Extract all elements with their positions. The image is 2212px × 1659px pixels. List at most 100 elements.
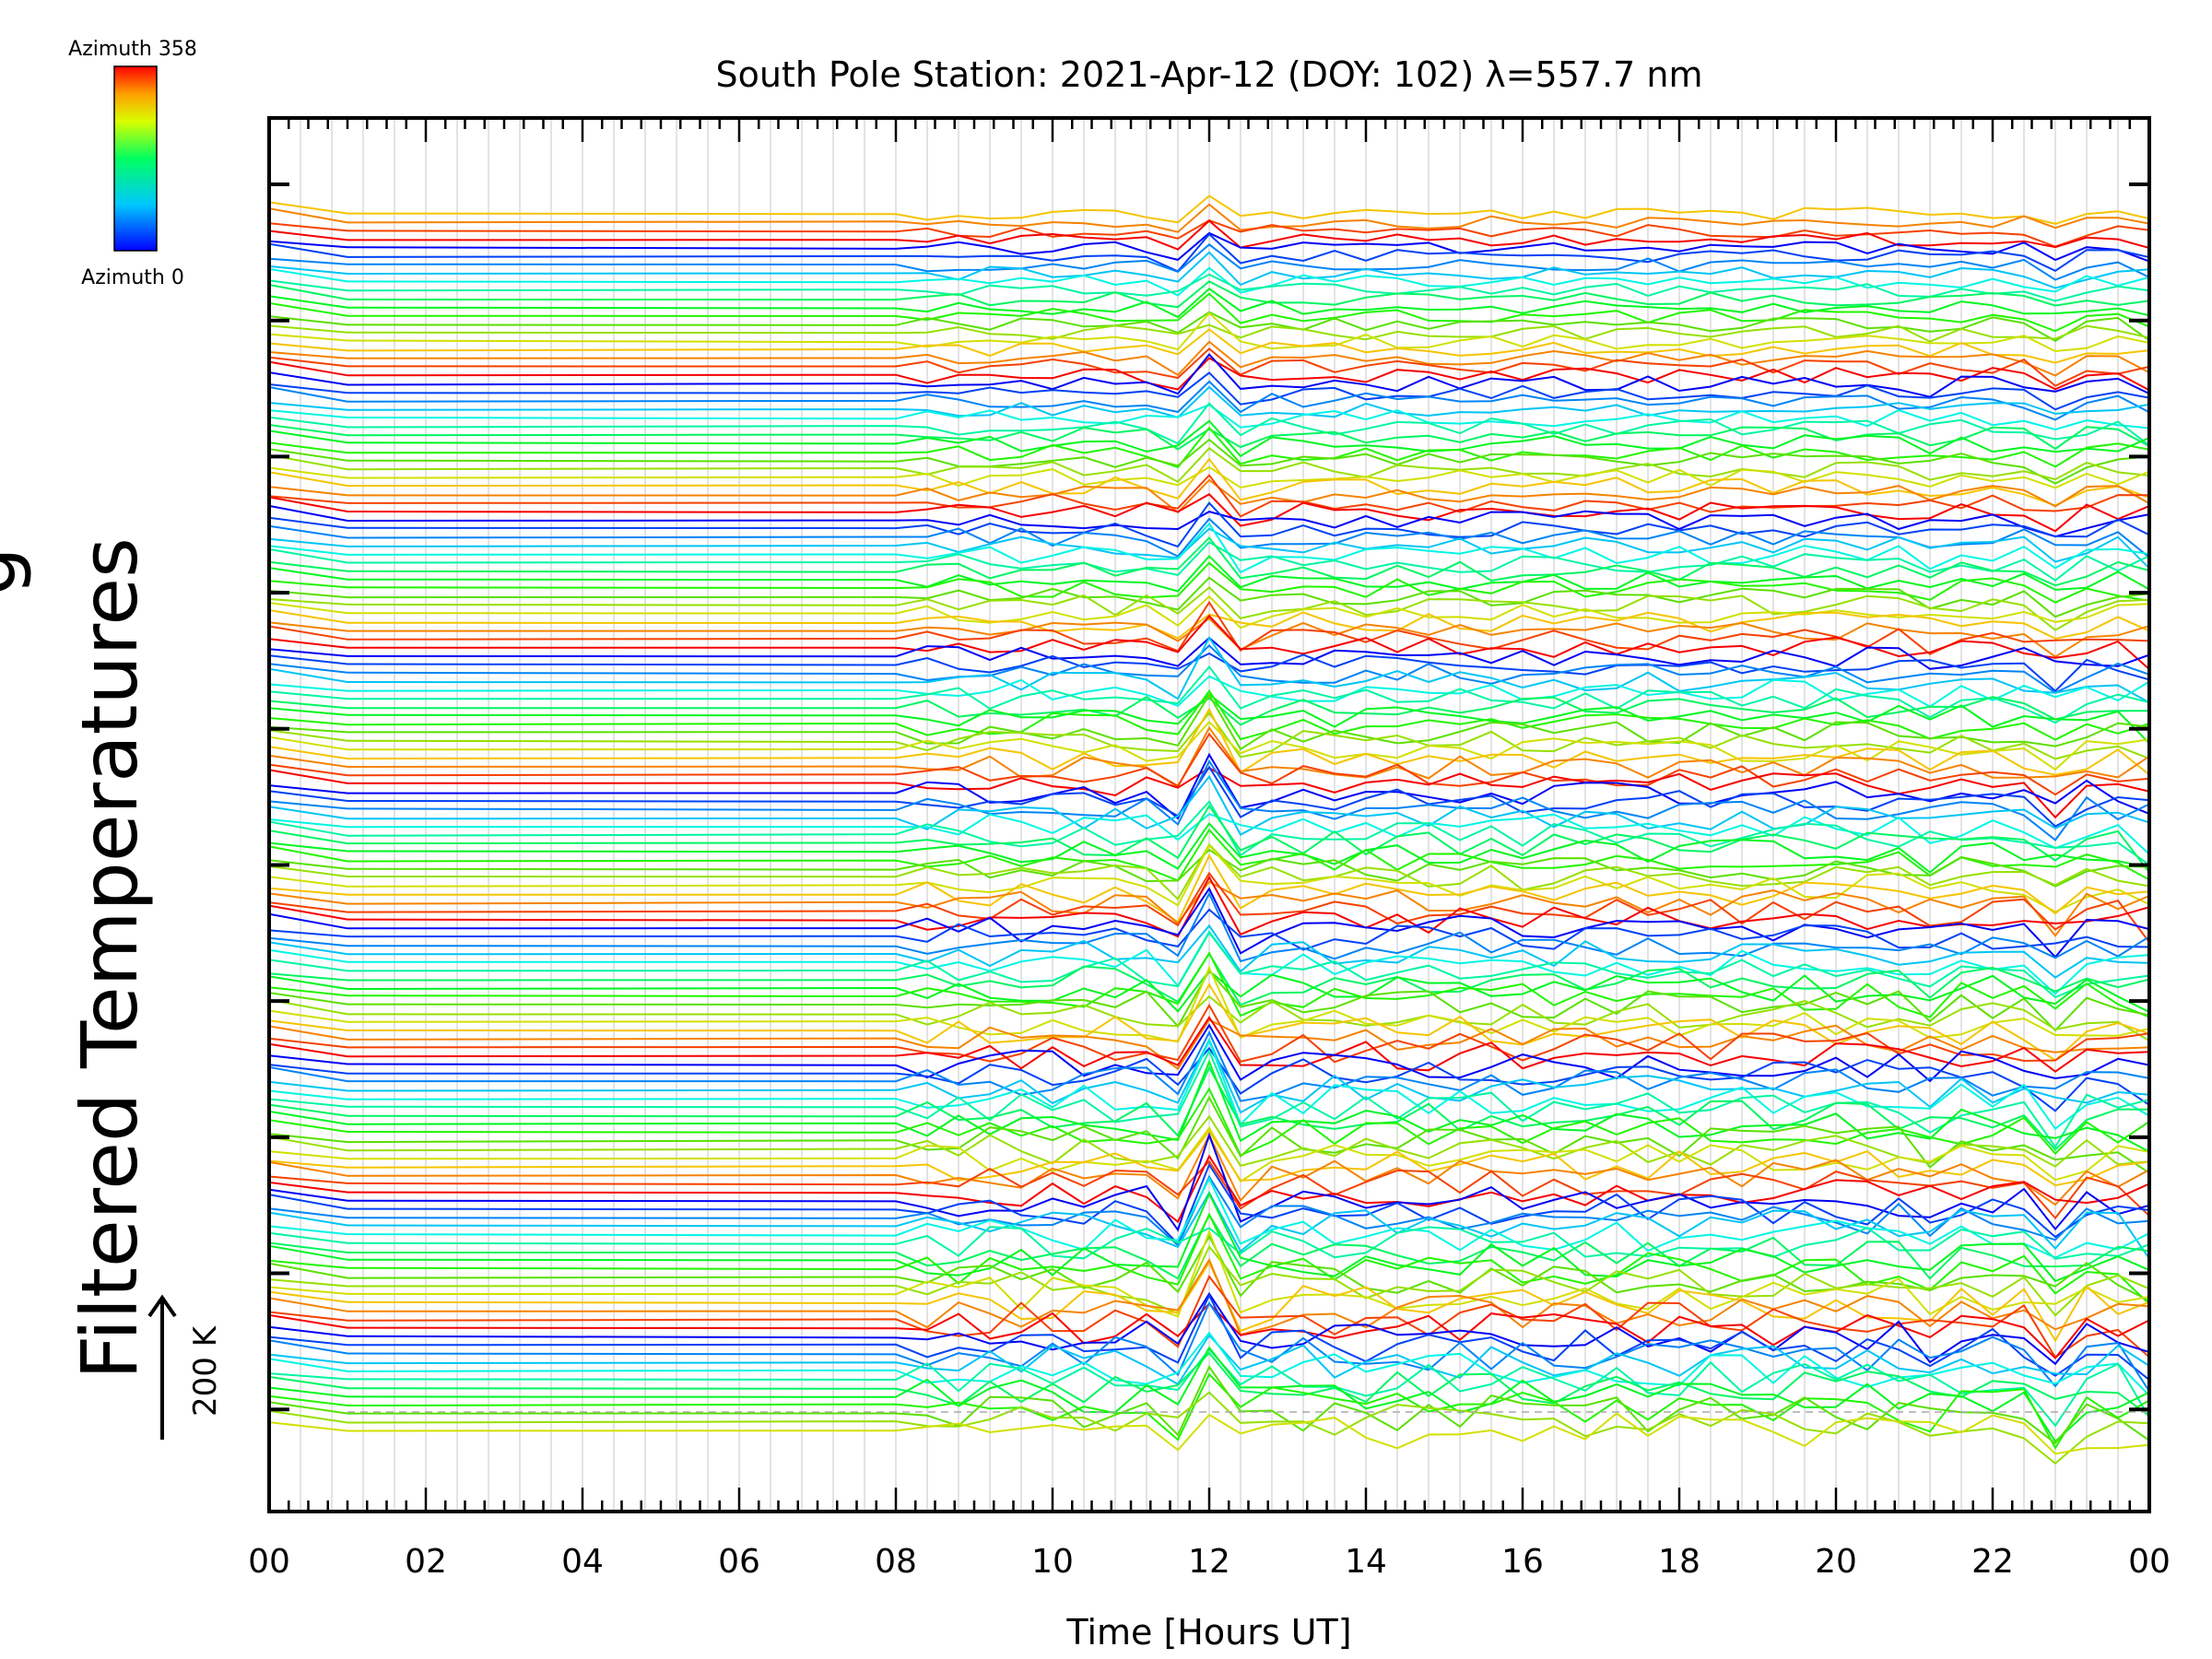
traces (269, 194, 2149, 1465)
trace-line (269, 1174, 2149, 1247)
trace-line (269, 446, 2149, 484)
trace-line (269, 644, 2149, 694)
trace-line (269, 438, 2149, 485)
trace-line (269, 1351, 2149, 1418)
trace-line (269, 617, 2149, 658)
trace-line (269, 311, 2149, 343)
trace-line (269, 707, 2149, 776)
trace-line (269, 541, 2149, 582)
trace-line (269, 493, 2149, 533)
trace-line (269, 951, 2149, 1006)
trace-line (269, 243, 2149, 281)
x-tick-label: 12 (1188, 1543, 1230, 1581)
trace-line (269, 969, 2149, 1032)
trace-line (269, 880, 2149, 937)
colorbar-gradient (113, 65, 158, 252)
x-tick-label: 10 (1031, 1543, 1074, 1581)
trace-line (269, 614, 2149, 670)
trace-line (269, 1372, 2149, 1451)
trace-line (269, 1391, 2149, 1465)
trace-line (269, 692, 2149, 745)
trace-line (269, 1018, 2149, 1071)
trace-line (269, 635, 2149, 704)
trace-line (269, 594, 2149, 629)
trace-line (269, 891, 2149, 963)
trace-line (269, 842, 2149, 901)
trace-line (269, 1129, 2149, 1187)
trace-line (269, 504, 2149, 538)
trace-line (269, 965, 2149, 1043)
trace-line (269, 1293, 2149, 1381)
trace-line (269, 1191, 2149, 1283)
chart-title: South Pole Station: 2021-Apr-12 (DOY: 10… (715, 54, 1702, 95)
trace-line (269, 561, 2149, 604)
trace-line (269, 402, 2149, 447)
trace-line (269, 1037, 2149, 1114)
trace-line (269, 219, 2149, 248)
trace-line (269, 804, 2149, 874)
trace-line (269, 1275, 2149, 1359)
trace-line (269, 231, 2149, 263)
trace-line (269, 1229, 2149, 1318)
trace-line (269, 404, 2149, 431)
x-tick-label: 00 (248, 1543, 290, 1581)
plot-frame (267, 116, 2151, 1513)
trace-line (269, 385, 2149, 419)
trace-line (269, 340, 2149, 377)
x-tick-label: 06 (718, 1543, 760, 1581)
trace-line (269, 725, 2149, 789)
trace-line (269, 813, 2149, 855)
trace-line (269, 1038, 2149, 1131)
trace-line (269, 251, 2149, 289)
trace-line (269, 636, 2149, 670)
trace-line (269, 465, 2149, 489)
trace-line (269, 1176, 2149, 1259)
trace-line (269, 720, 2149, 771)
trace-line (269, 527, 2149, 570)
x-tick-label: 08 (875, 1543, 917, 1581)
x-tick-label: 16 (1501, 1543, 1544, 1581)
trace-line (269, 535, 2149, 587)
trace-line (269, 931, 2149, 999)
trace-line (269, 1049, 2149, 1149)
trace-line (269, 357, 2149, 392)
scale-bar: 200 K (147, 1294, 224, 1440)
trace-line (269, 871, 2149, 944)
trace-line (269, 924, 2149, 979)
trace-line (269, 767, 2149, 819)
trace-line (269, 1023, 2149, 1083)
x-tick-label: 14 (1345, 1543, 1387, 1581)
trace-line (269, 424, 2149, 451)
colorbar: Azimuth 358 Azimuth 0 (68, 38, 197, 289)
trace-line (269, 843, 2149, 913)
trace-line (269, 609, 2149, 640)
trace-line (269, 1046, 2149, 1112)
x-tick-label: 00 (2128, 1543, 2171, 1581)
trace-line (269, 1291, 2149, 1366)
x-axis-label: Time [Hours UT] (1065, 1612, 1351, 1653)
x-tick-label: 04 (561, 1543, 604, 1581)
trace-line (269, 501, 2149, 548)
trace-line (269, 1065, 2149, 1151)
trace-line (269, 474, 2149, 518)
trace-line (269, 194, 2149, 225)
trace-line (269, 203, 2149, 233)
trace-line (269, 347, 2149, 387)
x-tick-label: 18 (1658, 1543, 1700, 1581)
trace-line (269, 1244, 2149, 1317)
trace-line (269, 887, 2149, 959)
trace-line (269, 312, 2149, 353)
trace-line (269, 822, 2149, 874)
scale-bar-label: 200 K (187, 1324, 224, 1417)
trace-line (269, 774, 2149, 836)
trace-line (269, 280, 2149, 309)
trace-line (269, 586, 2149, 631)
trace-line (269, 693, 2149, 751)
trace-line (269, 732, 2149, 796)
trace-line (269, 765, 2149, 828)
trace-line (269, 853, 2149, 924)
trace-line (269, 712, 2149, 760)
y-axis-label: Filtered Temperatures (65, 537, 155, 1380)
trace-line (269, 930, 2149, 995)
